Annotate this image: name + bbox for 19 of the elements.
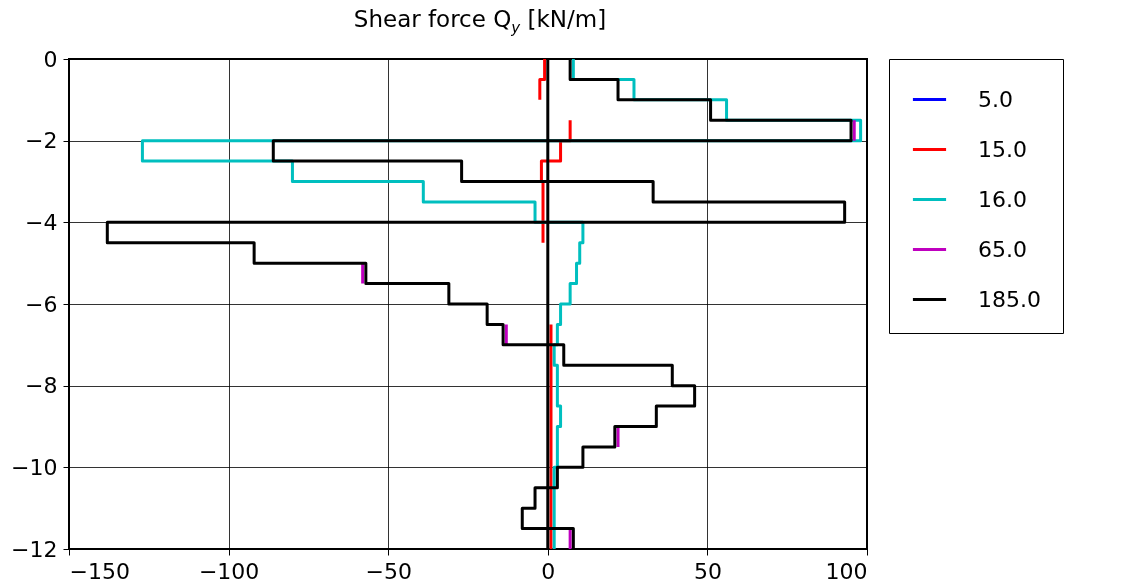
x-tick-label: −50 — [365, 558, 412, 580]
y-tick-label: −4 — [25, 209, 58, 235]
y-tick-label: −8 — [25, 373, 58, 399]
legend-label: 16.0 — [978, 186, 1027, 212]
legend-label: 65.0 — [978, 236, 1027, 262]
y-tick-label: −10 — [11, 454, 58, 480]
y-tick-label: −12 — [11, 536, 58, 562]
chart-title: Shear force Q$_{y}$ [kN/m] — [352, 6, 608, 37]
x-tick-label: 50 — [693, 558, 722, 580]
legend-label: 5.0 — [978, 86, 1013, 112]
legend-label: 185.0 — [978, 286, 1041, 312]
x-tick-label: −100 — [198, 558, 260, 580]
y-tick-label: −6 — [25, 291, 58, 317]
y-tick-label: 0 — [43, 46, 58, 72]
x-tick-label: −150 — [69, 558, 130, 580]
x-tick-label: 0 — [541, 558, 556, 580]
legend-label: 15.0 — [978, 136, 1027, 162]
y-tick-label: −2 — [25, 128, 58, 154]
x-tick-label: 100 — [825, 558, 868, 580]
